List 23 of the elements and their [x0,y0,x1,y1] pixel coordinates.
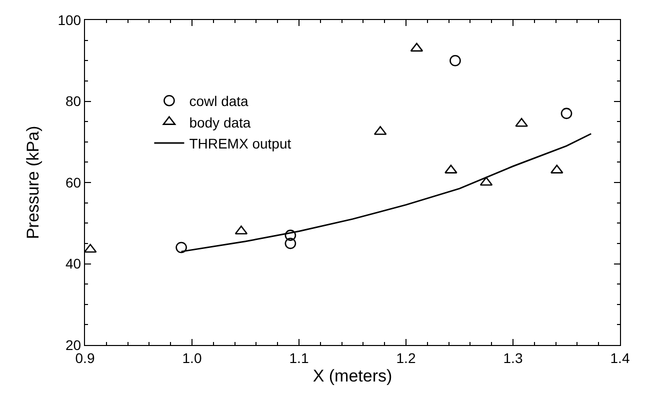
x-tick-label: 1.3 [503,350,523,366]
x-tick-label: 1.2 [396,350,416,366]
x-tick-label: 1.4 [610,350,630,366]
x-axis-title: X (meters) [312,366,392,386]
legend-label: cowl data [189,93,249,110]
point [284,238,296,250]
point [480,176,493,186]
point [560,108,572,120]
x-tick-label: 1.1 [289,350,309,366]
y-tick-label: 100 [58,12,82,28]
point [410,42,424,52]
x-tick-label: 1.0 [182,350,202,366]
point [515,118,528,127]
y-tick-label: 80 [66,93,82,110]
point [176,242,187,254]
y-tick-label: 40 [66,256,82,272]
point [84,244,97,253]
legend-label: THREMX output [189,135,292,152]
point [450,54,461,66]
legend-label: body data [189,114,251,130]
point [284,230,296,241]
y-tick-label: 60 [66,174,82,190]
y-axis-title: Pressure (kPa) [23,126,42,240]
